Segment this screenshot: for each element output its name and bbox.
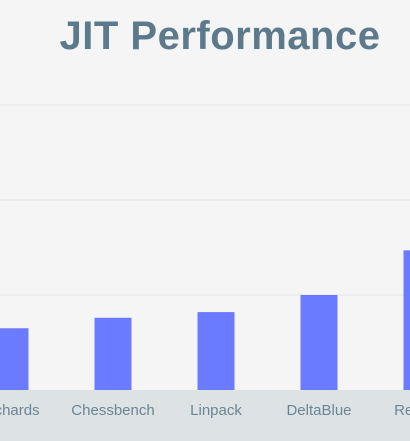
bar-richards [0,328,29,390]
grid-lines [0,104,410,296]
x-tick-label-deltablue: DeltaBlue [286,402,351,419]
x-tick-label-richards: Richards [0,402,40,419]
x-tick-label-reverse: Reverse [394,402,410,419]
bars [0,250,410,390]
chart-title: JIT Performance [59,14,381,58]
bar-reverse [403,250,410,390]
bar-deltablue [300,295,338,390]
bar-linpack [197,312,235,390]
x-tick-label-chessbench: Chessbench [71,402,154,419]
bar-chessbench [94,317,132,390]
x-tick-labels: Richards Chessbench Linpack DeltaBlue Revers… [0,402,410,419]
x-axis-band [0,390,410,441]
x-tick-label-linpack: Linpack [190,402,242,419]
